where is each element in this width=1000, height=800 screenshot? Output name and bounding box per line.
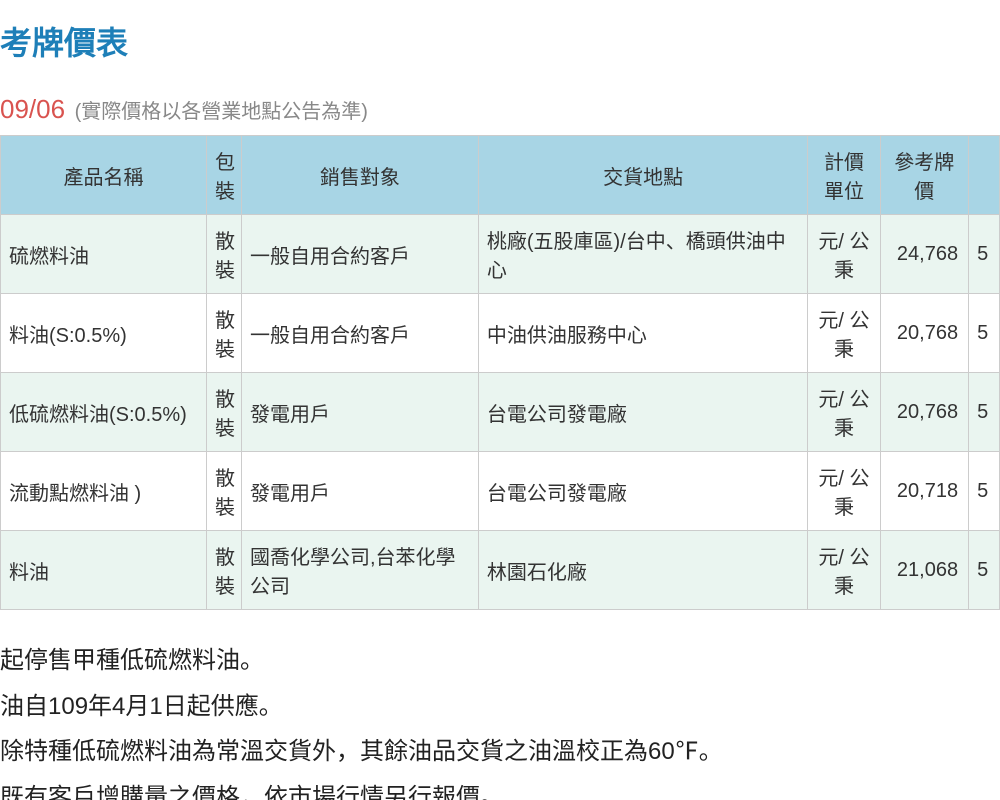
cell-price: 24,768 [880, 215, 969, 294]
table-row: 流動點燃料油 )散裝發電用戶台電公司發電廠元/ 公秉20,7185 [1, 452, 1000, 531]
cell-unit: 元/ 公秉 [808, 294, 880, 373]
note-line: 既有客戶增購量之價格，依市場行情另行報價。 [0, 775, 1000, 800]
cell-loc: 林園石化廠 [478, 531, 808, 610]
cell-price: 20,718 [880, 452, 969, 531]
cell-product: 硫燃料油 [1, 215, 207, 294]
th-extra [969, 136, 1000, 215]
note-line: 除特種低硫燃料油為常溫交貨外，其餘油品交貨之油溫校正為60℉。 [0, 729, 1000, 775]
cell-price: 21,068 [880, 531, 969, 610]
cell-loc: 中油供油服務中心 [478, 294, 808, 373]
cell-extra: 5 [969, 452, 1000, 531]
th-pack: 包裝 [206, 136, 241, 215]
cell-target: 一般自用合約客戶 [241, 215, 478, 294]
cell-product: 料油(S:0.5%) [1, 294, 207, 373]
cell-loc: 台電公司發電廠 [478, 452, 808, 531]
date-line: 09/06 (實際價格以各營業地點公告為準) [0, 94, 1000, 125]
cell-target: 發電用戶 [241, 373, 478, 452]
cell-extra: 5 [969, 373, 1000, 452]
th-price: 參考牌價 [880, 136, 969, 215]
note-line: 油自109年4月1日起供應。 [0, 684, 1000, 730]
cell-extra: 5 [969, 215, 1000, 294]
cell-extra: 5 [969, 294, 1000, 373]
note-line: 起停售甲種低硫燃料油。 [0, 638, 1000, 684]
cell-target: 國喬化學公司,台苯化學公司 [241, 531, 478, 610]
cell-unit: 元/ 公秉 [808, 215, 880, 294]
cell-unit: 元/ 公秉 [808, 452, 880, 531]
notes-block: 起停售甲種低硫燃料油。油自109年4月1日起供應。除特種低硫燃料油為常溫交貨外，… [0, 638, 1000, 800]
page-title: 考牌價表 [0, 18, 1000, 64]
cell-loc: 桃廠(五股庫區)/台中、橋頭供油中心 [478, 215, 808, 294]
cell-unit: 元/ 公秉 [808, 373, 880, 452]
date-note: (實際價格以各營業地點公告為準) [75, 101, 368, 123]
th-product: 產品名稱 [1, 136, 207, 215]
cell-product: 料油 [1, 531, 207, 610]
cell-pack: 散裝 [206, 215, 241, 294]
cell-pack: 散裝 [206, 452, 241, 531]
table-header-row: 產品名稱 包裝 銷售對象 交貨地點 計價單位 參考牌價 [1, 136, 1000, 215]
cell-price: 20,768 [880, 294, 969, 373]
cell-extra: 5 [969, 531, 1000, 610]
cell-product: 低硫燃料油(S:0.5%) [1, 373, 207, 452]
cell-price: 20,768 [880, 373, 969, 452]
th-unit: 計價單位 [808, 136, 880, 215]
cell-product: 流動點燃料油 ) [1, 452, 207, 531]
cell-target: 發電用戶 [241, 452, 478, 531]
cell-loc: 台電公司發電廠 [478, 373, 808, 452]
cell-unit: 元/ 公秉 [808, 531, 880, 610]
th-target: 銷售對象 [241, 136, 478, 215]
cell-pack: 散裝 [206, 373, 241, 452]
table-row: 料油散裝國喬化學公司,台苯化學公司林園石化廠元/ 公秉21,0685 [1, 531, 1000, 610]
price-table: 產品名稱 包裝 銷售對象 交貨地點 計價單位 參考牌價 硫燃料油散裝一般自用合約… [0, 135, 1000, 610]
table-row: 料油(S:0.5%)散裝一般自用合約客戶中油供油服務中心元/ 公秉20,7685 [1, 294, 1000, 373]
table-row: 硫燃料油散裝一般自用合約客戶桃廠(五股庫區)/台中、橋頭供油中心元/ 公秉24,… [1, 215, 1000, 294]
th-loc: 交貨地點 [478, 136, 808, 215]
cell-target: 一般自用合約客戶 [241, 294, 478, 373]
table-row: 低硫燃料油(S:0.5%)散裝發電用戶台電公司發電廠元/ 公秉20,7685 [1, 373, 1000, 452]
cell-pack: 散裝 [206, 531, 241, 610]
cell-pack: 散裝 [206, 294, 241, 373]
price-date: 09/06 [0, 94, 65, 124]
